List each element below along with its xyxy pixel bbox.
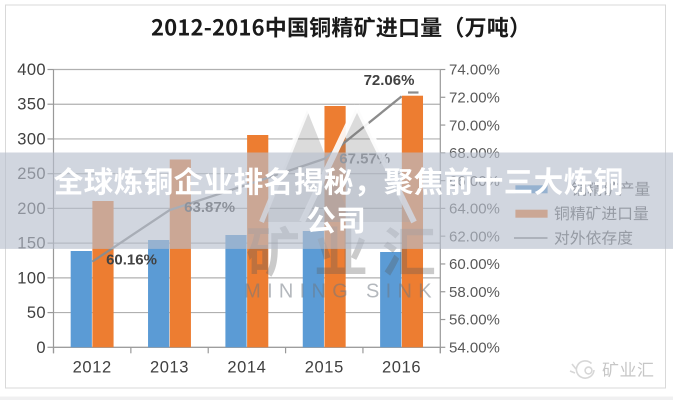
svg-text:2013: 2013 bbox=[150, 359, 189, 377]
svg-text:58.00%: 58.00% bbox=[449, 284, 500, 301]
svg-text:0: 0 bbox=[36, 339, 46, 357]
svg-text:74.00%: 74.00% bbox=[449, 62, 500, 79]
svg-text:400: 400 bbox=[17, 61, 46, 79]
svg-text:72.06%: 72.06% bbox=[364, 72, 415, 89]
svg-text:50: 50 bbox=[27, 304, 46, 322]
svg-text:60.00%: 60.00% bbox=[449, 256, 500, 273]
svg-text:54.00%: 54.00% bbox=[449, 340, 500, 357]
svg-text:350: 350 bbox=[17, 96, 46, 114]
svg-text:60.16%: 60.16% bbox=[106, 251, 157, 268]
svg-text:300: 300 bbox=[17, 130, 46, 148]
svg-text:70.00%: 70.00% bbox=[449, 117, 500, 134]
svg-text:MINING SINK: MINING SINK bbox=[244, 281, 438, 303]
svg-text:2012: 2012 bbox=[73, 359, 112, 377]
svg-text:2014: 2014 bbox=[227, 359, 266, 377]
svg-text:100: 100 bbox=[17, 269, 46, 287]
svg-text:2015: 2015 bbox=[305, 359, 344, 377]
svg-text:56.00%: 56.00% bbox=[449, 312, 500, 329]
svg-text:2016: 2016 bbox=[382, 359, 421, 377]
svg-text:72.00%: 72.00% bbox=[449, 90, 500, 107]
